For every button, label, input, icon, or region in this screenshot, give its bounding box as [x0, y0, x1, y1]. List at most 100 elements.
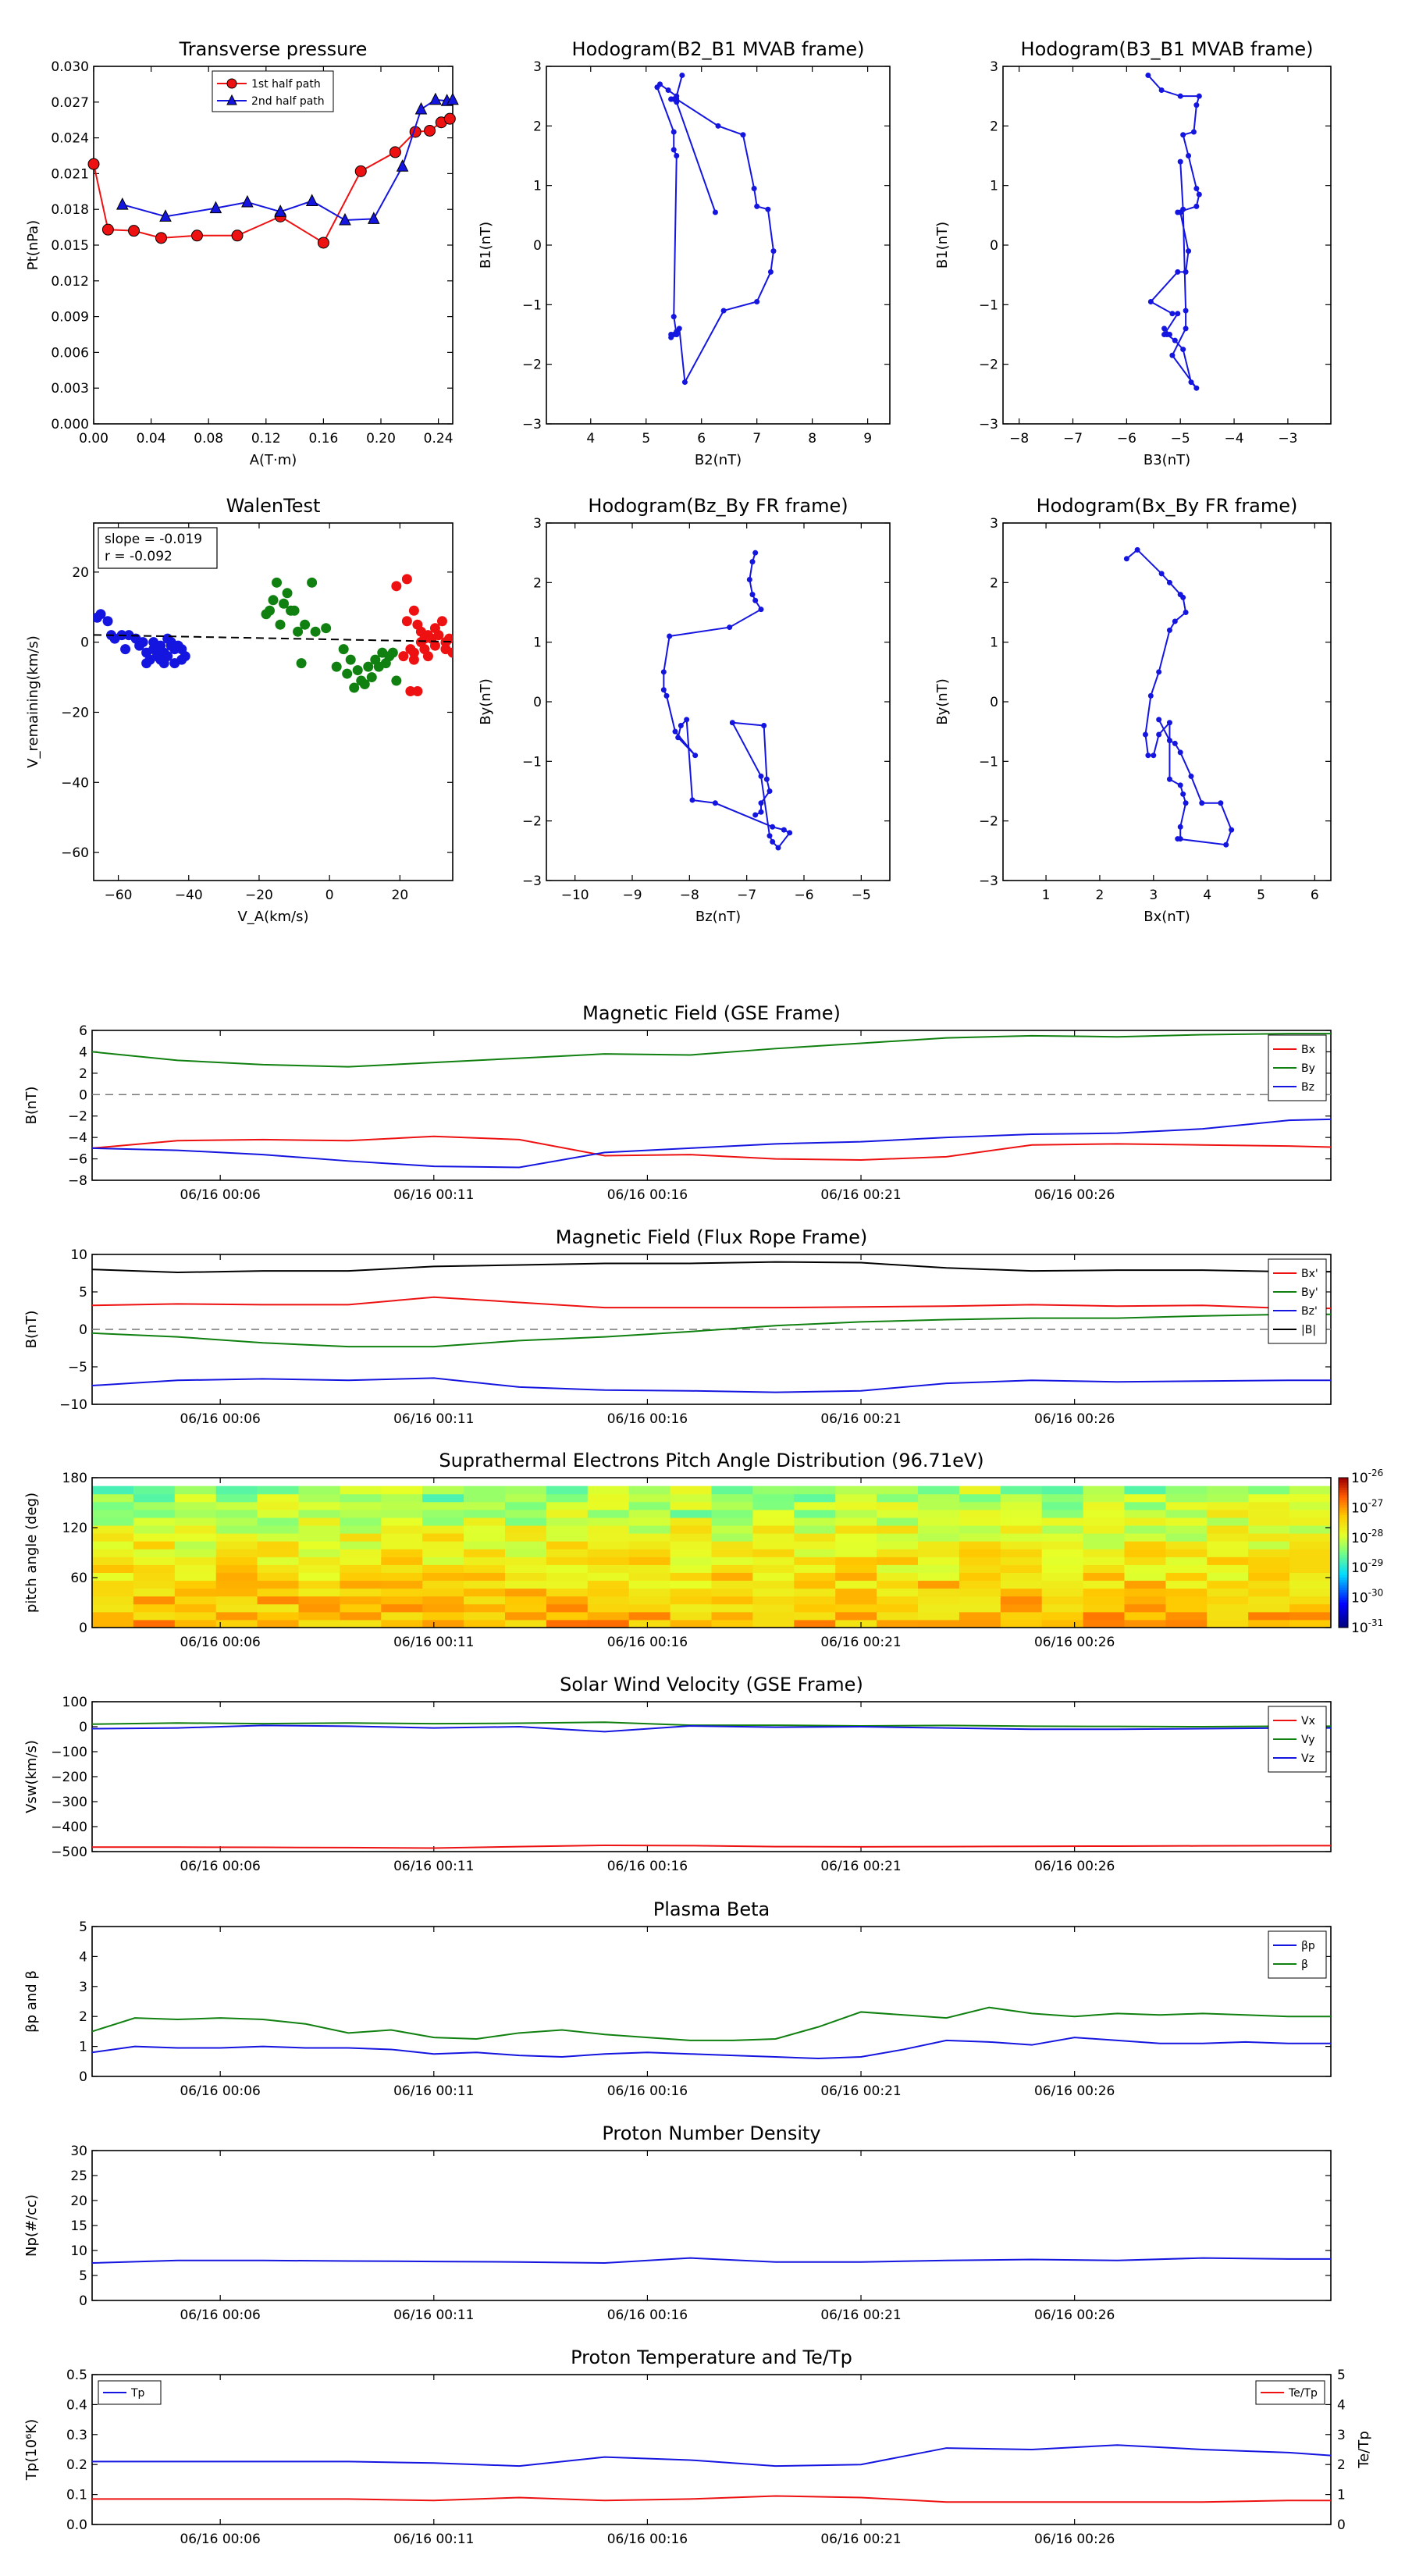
heatmap-cell [1124, 1501, 1166, 1510]
data-point [354, 165, 367, 177]
heatmap-cell [1248, 1509, 1290, 1518]
x-tick-label: 20 [392, 888, 409, 903]
heatmap-cell [711, 1485, 753, 1495]
heatmap-cell [1289, 1509, 1332, 1518]
heatmap-cell [1000, 1493, 1043, 1503]
data-point [715, 123, 721, 129]
y-tick-label: −40 [61, 775, 89, 791]
data-point [274, 205, 287, 217]
chart-title: Magnetic Field (GSE Frame) [582, 1002, 841, 1024]
heatmap-cell [133, 1596, 176, 1605]
y-tick-label: 0 [533, 238, 542, 254]
chart-pitch-angle-distribution: Suprathermal Electrons Pitch Angle Distr… [23, 1450, 1383, 1650]
heatmap-cell [1083, 1485, 1125, 1495]
heatmap-cell [752, 1493, 795, 1503]
heatmap-cell [1041, 1509, 1084, 1518]
y-tick-label: 0.024 [51, 131, 89, 147]
heatmap-cell [959, 1525, 1001, 1534]
heatmap-cell [835, 1541, 877, 1550]
heatmap-cell [381, 1557, 423, 1565]
heatmap-cell [670, 1517, 712, 1526]
y-tick-label: −4 [68, 1130, 87, 1146]
y-tick-label: 5 [79, 2268, 87, 2284]
plot-frame [91, 2150, 1332, 2301]
fit-line [94, 634, 453, 643]
walen-plot-area [94, 574, 453, 697]
heatmap-cell [1207, 1485, 1249, 1495]
heatmap-cell [92, 1580, 134, 1589]
heatmap-cell [835, 1509, 877, 1518]
data-point [1123, 556, 1129, 562]
heatmap-cell [752, 1564, 795, 1573]
data-point [1172, 337, 1178, 343]
y-tick-label: 0.4 [66, 2397, 87, 2413]
heatmap-cell [133, 1509, 176, 1518]
y-tick-label: 10 [70, 2243, 87, 2259]
chart-title: Hodogram(Bx_By FR frame) [1037, 495, 1298, 517]
chart-title: Suprathermal Electrons Pitch Angle Distr… [439, 1450, 984, 1471]
heatmap-cell [628, 1509, 671, 1518]
heatmap-cell [794, 1501, 836, 1510]
heatmap-cell [215, 1541, 258, 1550]
heatmap-cell [628, 1493, 671, 1503]
heatmap-cell [257, 1493, 299, 1503]
colorbar-segment [1339, 1605, 1348, 1608]
x-tick-label: 06/16 00:06 [180, 1859, 260, 1874]
heatmap-cell [794, 1557, 836, 1565]
series-line-Bz' [91, 1377, 1331, 1393]
data-point [279, 598, 290, 609]
colorbar-tick-base: 10 [1351, 1560, 1368, 1576]
heatmap-cell [1124, 1517, 1166, 1526]
heatmap-cell [133, 1603, 176, 1613]
chart-walen-test: WalenTest −60 −40 −20 0 20 −60 −40 −20 0 20 slope =… [25, 495, 454, 925]
y-tick-label: 10 [70, 1247, 87, 1263]
colorbar-segment [1339, 1525, 1348, 1528]
x-tick-label: 06/16 00:16 [607, 1635, 688, 1650]
y-tick-label: −2 [68, 1109, 87, 1125]
data-point [787, 830, 793, 836]
heatmap-cell [340, 1572, 382, 1582]
heatmap-cell [794, 1485, 836, 1495]
heatmap-cell [587, 1588, 630, 1597]
heatmap-cell [92, 1588, 134, 1597]
legend-label: Vx [1301, 1715, 1315, 1727]
x-tick-label: 06/16 00:11 [393, 1859, 474, 1874]
y-tick-label: 20 [70, 2194, 87, 2209]
y-tick-label: −3 [522, 873, 542, 889]
heatmap-cell [340, 1485, 382, 1495]
data-point [95, 609, 106, 620]
heatmap-cell [174, 1501, 217, 1510]
heatmap-cell [1207, 1588, 1249, 1597]
y-axis-label: By(nT) [478, 678, 494, 724]
heatmap-cell [670, 1541, 712, 1550]
heatmap-cell [215, 1501, 258, 1510]
heatmap-cell [298, 1572, 340, 1582]
heatmap-cell [340, 1596, 382, 1605]
heatmap-cell [215, 1509, 258, 1518]
data-point [1188, 379, 1194, 386]
heatmap-cell [959, 1564, 1001, 1573]
data-point [770, 838, 776, 845]
heatmap-cell [1083, 1596, 1125, 1605]
x-tick-label: 5 [1257, 888, 1265, 903]
heatmap-cell [1289, 1485, 1332, 1495]
heatmap-cell [546, 1619, 589, 1628]
data-point [128, 225, 140, 237]
legend-marker [226, 94, 237, 105]
heatmap-cell [1165, 1533, 1208, 1542]
heatmap-cell [670, 1564, 712, 1573]
data-point [679, 72, 685, 78]
heatmap-cell [1124, 1485, 1166, 1495]
heatmap-cell [546, 1517, 589, 1526]
y-tick-label: 2 [533, 119, 542, 134]
heatmap-cell [752, 1517, 795, 1526]
heatmap-cell [1083, 1603, 1125, 1613]
heatmap-cell [794, 1517, 836, 1526]
heatmap-cell [1165, 1485, 1208, 1495]
heatmap-cell [711, 1603, 753, 1613]
data-point [264, 605, 275, 616]
heatmap-cell [174, 1533, 217, 1542]
heatmap-cell [1207, 1493, 1249, 1503]
heatmap-cell [794, 1541, 836, 1550]
heatmap-cell [1248, 1541, 1290, 1550]
